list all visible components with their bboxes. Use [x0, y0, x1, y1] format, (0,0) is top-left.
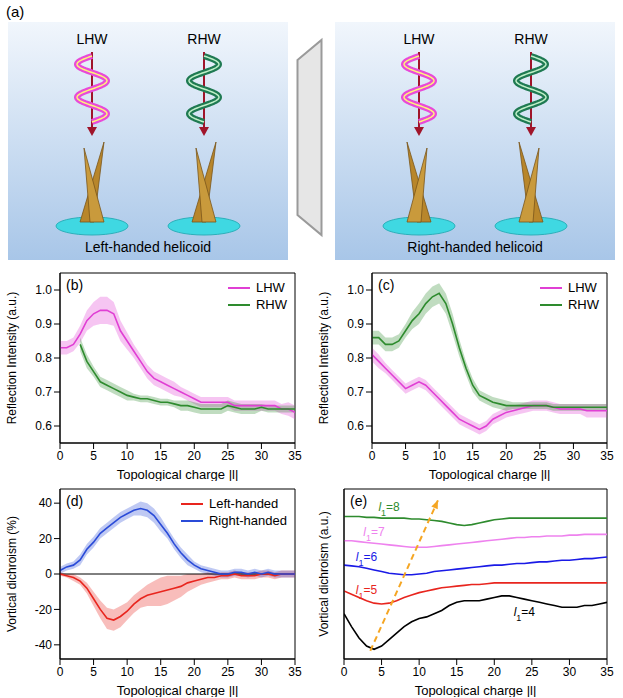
- svg-text:Topological charge |l|: Topological charge |l|: [117, 467, 239, 481]
- svg-text:20: 20: [188, 665, 202, 679]
- svg-text:20: 20: [500, 449, 514, 463]
- svg-text:25: 25: [533, 449, 547, 463]
- svg-text:Topological charge |l|: Topological charge |l|: [429, 467, 551, 481]
- html-text:(b): (b): [66, 277, 84, 293]
- svg-text:35: 35: [288, 449, 302, 463]
- svg-text:30: 30: [563, 665, 577, 679]
- svg-text:5: 5: [378, 665, 385, 679]
- svg-text:35: 35: [288, 665, 302, 679]
- svg-text:5: 5: [402, 449, 409, 463]
- svg-text:5: 5: [90, 449, 97, 463]
- svg-text:35: 35: [600, 449, 614, 463]
- svg-text:Vortical dichroism (%): Vortical dichroism (%): [5, 516, 19, 632]
- svg-text:30: 30: [255, 449, 269, 463]
- svg-text:15: 15: [154, 665, 168, 679]
- svg-text:LHW: LHW: [76, 31, 108, 47]
- svg-text:0: 0: [369, 449, 376, 463]
- svg-text:0.7: 0.7: [347, 385, 364, 399]
- svg-text:0.9: 0.9: [347, 317, 364, 331]
- html-text:LHW: LHW: [568, 280, 597, 295]
- svg-text:-40: -40: [35, 638, 53, 652]
- svg-text:Reflection Intensity (a.u.): Reflection Intensity (a.u.): [317, 292, 331, 425]
- svg-text:l1=6: l1=6: [356, 550, 378, 568]
- svg-text:Vortical dichroism (a.u.): Vortical dichroism (a.u.): [317, 511, 331, 636]
- svg-text:0: 0: [341, 665, 348, 679]
- svg-text:RHW: RHW: [514, 31, 548, 47]
- svg-text:10: 10: [412, 665, 426, 679]
- svg-text:Right-handed helicoid: Right-handed helicoid: [407, 239, 542, 255]
- svg-text:0.9: 0.9: [35, 317, 52, 331]
- html-text:LHW: LHW: [256, 280, 285, 295]
- svg-text:Topological charge |l|: Topological charge |l|: [415, 683, 537, 697]
- svg-text:0: 0: [57, 665, 64, 679]
- svg-text:Left-handed helicoid: Left-handed helicoid: [85, 239, 211, 255]
- html-text:(d): (d): [66, 493, 84, 509]
- html-text:RHW: RHW: [256, 297, 287, 312]
- svg-text:30: 30: [567, 449, 581, 463]
- svg-text:20: 20: [39, 532, 53, 546]
- svg-text:5: 5: [90, 665, 97, 679]
- svg-text:25: 25: [221, 449, 235, 463]
- html-text:Right-handed: Right-handed: [208, 513, 287, 528]
- svg-text:15: 15: [154, 449, 168, 463]
- svg-text:10: 10: [120, 449, 134, 463]
- svg-text:l1=7: l1=7: [363, 525, 385, 543]
- svg-text:30: 30: [255, 665, 269, 679]
- svg-text:1.0: 1.0: [35, 283, 52, 297]
- svg-text:0.7: 0.7: [35, 385, 52, 399]
- svg-text:40: 40: [39, 496, 53, 510]
- svg-text:Topological charge |l|: Topological charge |l|: [117, 683, 239, 697]
- svg-text:25: 25: [525, 665, 539, 679]
- svg-text:20: 20: [188, 449, 202, 463]
- svg-text:0.6: 0.6: [35, 419, 52, 433]
- svg-text:25: 25: [221, 665, 235, 679]
- html-text:Left-handed: Left-handed: [208, 496, 279, 511]
- svg-text:15: 15: [466, 449, 480, 463]
- svg-text:0: 0: [45, 567, 52, 581]
- svg-text:LHW: LHW: [403, 31, 435, 47]
- svg-text:l1=5: l1=5: [356, 583, 378, 601]
- svg-text:Reflection Intensity (a.u.): Reflection Intensity (a.u.): [5, 292, 19, 425]
- svg-text:0: 0: [57, 449, 64, 463]
- svg-text:10: 10: [120, 665, 134, 679]
- svg-text:35: 35: [600, 665, 614, 679]
- svg-text:10: 10: [432, 449, 446, 463]
- svg-text:l1=8: l1=8: [378, 500, 400, 518]
- html-text:RHW: RHW: [568, 297, 599, 312]
- svg-text:(a): (a): [6, 3, 24, 20]
- svg-text:0.8: 0.8: [347, 351, 364, 365]
- html-text:(e): (e): [350, 493, 368, 509]
- svg-text:1.0: 1.0: [347, 283, 364, 297]
- svg-text:0.8: 0.8: [35, 351, 52, 365]
- svg-text:0.6: 0.6: [347, 419, 364, 433]
- svg-text:RHW: RHW: [187, 31, 221, 47]
- svg-text:-20: -20: [35, 603, 53, 617]
- svg-text:20: 20: [488, 665, 502, 679]
- svg-text:l1=4: l1=4: [514, 605, 536, 623]
- svg-text:15: 15: [450, 665, 464, 679]
- html-text:(c): (c): [378, 277, 395, 293]
